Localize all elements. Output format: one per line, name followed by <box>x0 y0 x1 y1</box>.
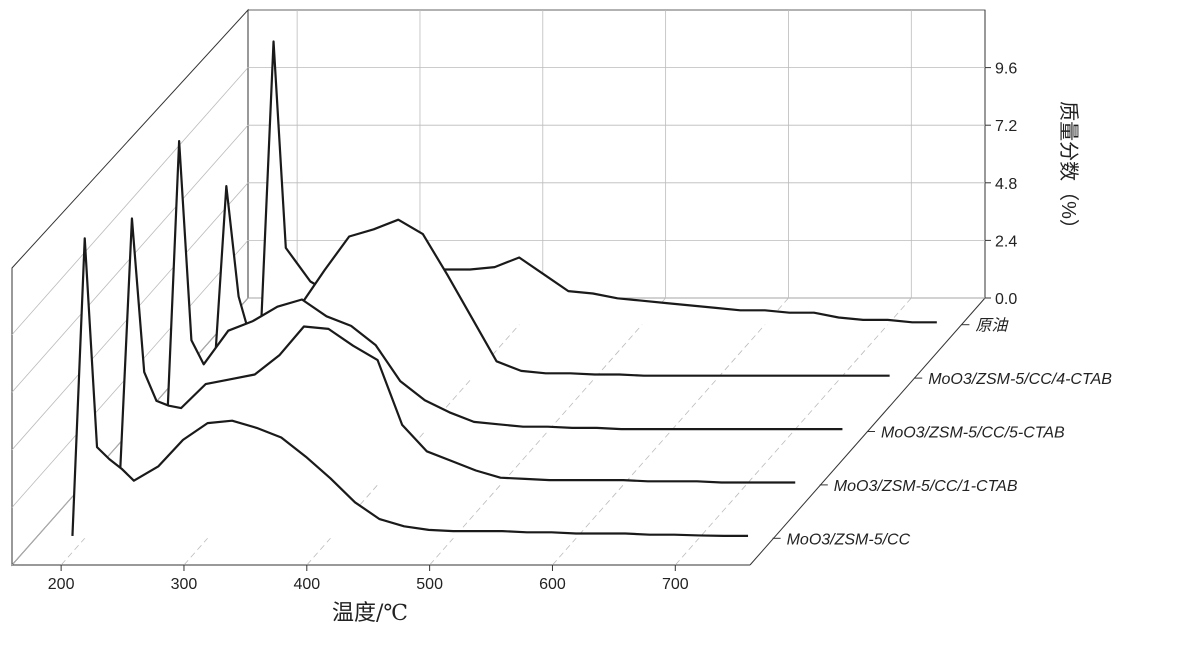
series-label: MoO3/ZSM-5/CC/1-CTAB <box>834 478 1018 495</box>
series-line <box>71 237 749 537</box>
y-axis-label: 质量分数（%） <box>1057 101 1080 239</box>
x-tick-label: 600 <box>539 576 566 593</box>
series-label: MoO3/ZSM-5/CC <box>787 531 911 548</box>
x-tick-label: 200 <box>48 576 75 593</box>
x-tick-label: 500 <box>416 576 443 593</box>
series-occluder <box>72 238 749 539</box>
y-tick-label: 9.6 <box>995 61 1017 78</box>
y-tick-label: 4.8 <box>995 176 1017 193</box>
x-tick-label: 300 <box>171 576 198 593</box>
grid-line <box>11 67 249 335</box>
series-line <box>118 217 796 484</box>
y-tick-label: 7.2 <box>995 118 1017 135</box>
series-label: MoO3/ZSM-5/CC/5-CTAB <box>881 425 1065 442</box>
x-tick-label: 400 <box>293 576 320 593</box>
series-occluder <box>214 186 890 379</box>
series-label: MoO3/ZSM-5/CC/4-CTAB <box>928 371 1112 388</box>
series-line <box>165 140 843 431</box>
series-occluder <box>119 218 796 485</box>
y-tick-label: 2.4 <box>995 233 1017 250</box>
series-label: 原油 <box>975 317 1009 335</box>
y-tick-label: 0.0 <box>995 291 1017 308</box>
x-axis-label: 温度/℃ <box>332 601 408 626</box>
x-tick-label: 700 <box>662 576 689 593</box>
